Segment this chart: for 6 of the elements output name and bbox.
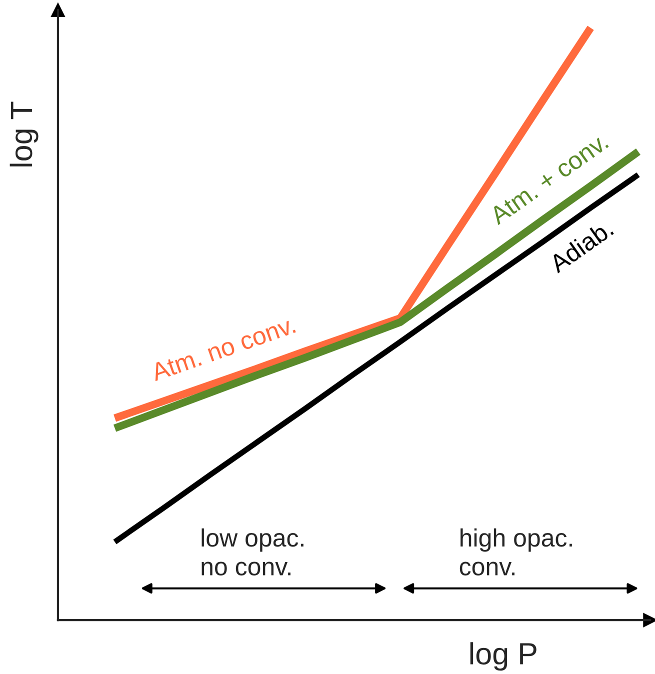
y-axis-title: log T bbox=[10, 102, 38, 166]
text: Atm. + conv. bbox=[488, 132, 609, 226]
x-axis-title: log P bbox=[470, 642, 536, 671]
annotation: high opac. conv. bbox=[460, 528, 572, 576]
text: Atm. no conv. bbox=[150, 316, 296, 382]
annotation: low opac. no conv. bbox=[202, 528, 304, 576]
